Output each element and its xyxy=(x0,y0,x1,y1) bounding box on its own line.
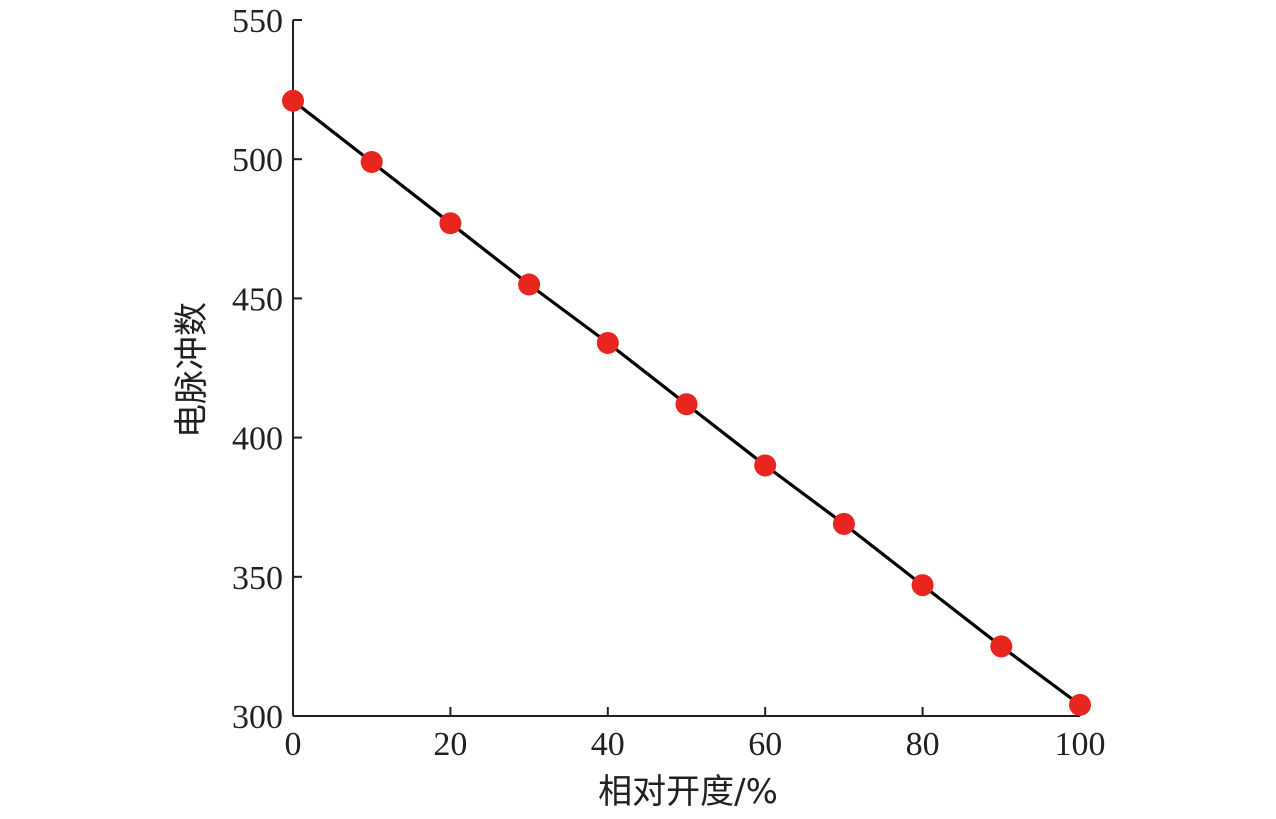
series-layer xyxy=(282,89,1091,716)
y-tick-label: 450 xyxy=(232,281,283,318)
x-tick-label: 0 xyxy=(285,726,302,763)
y-ticks: 300 350 400 450 500 550 xyxy=(232,3,302,736)
x-tick-label: 100 xyxy=(1055,726,1106,763)
data-point xyxy=(596,331,619,354)
x-axis-title: 相对开度/% xyxy=(598,772,778,812)
data-point xyxy=(282,89,304,112)
data-point xyxy=(518,273,541,296)
data-point xyxy=(911,574,934,597)
data-point xyxy=(439,212,462,235)
x-tick-label: 60 xyxy=(748,726,782,763)
data-point xyxy=(360,150,383,173)
y-tick-label: 550 xyxy=(232,3,283,40)
data-point xyxy=(990,635,1013,658)
plot-area: 300 350 400 450 500 550 0 20 40 60 80 100 xyxy=(232,3,1106,763)
data-point xyxy=(1069,693,1091,716)
y-tick-label: 400 xyxy=(232,421,283,458)
y-tick-label: 500 xyxy=(232,142,283,179)
y-tick-label: 350 xyxy=(232,560,283,597)
y-axis-title: 电脉冲数 xyxy=(172,302,212,438)
x-tick-label: 40 xyxy=(591,726,625,763)
data-point xyxy=(675,393,698,416)
data-point xyxy=(832,512,855,535)
x-tick-label: 20 xyxy=(433,726,467,763)
x-tick-label: 80 xyxy=(906,726,940,763)
data-point xyxy=(754,454,777,477)
x-ticks: 0 20 40 60 80 100 xyxy=(285,707,1106,763)
y-tick-label: 300 xyxy=(232,699,283,736)
